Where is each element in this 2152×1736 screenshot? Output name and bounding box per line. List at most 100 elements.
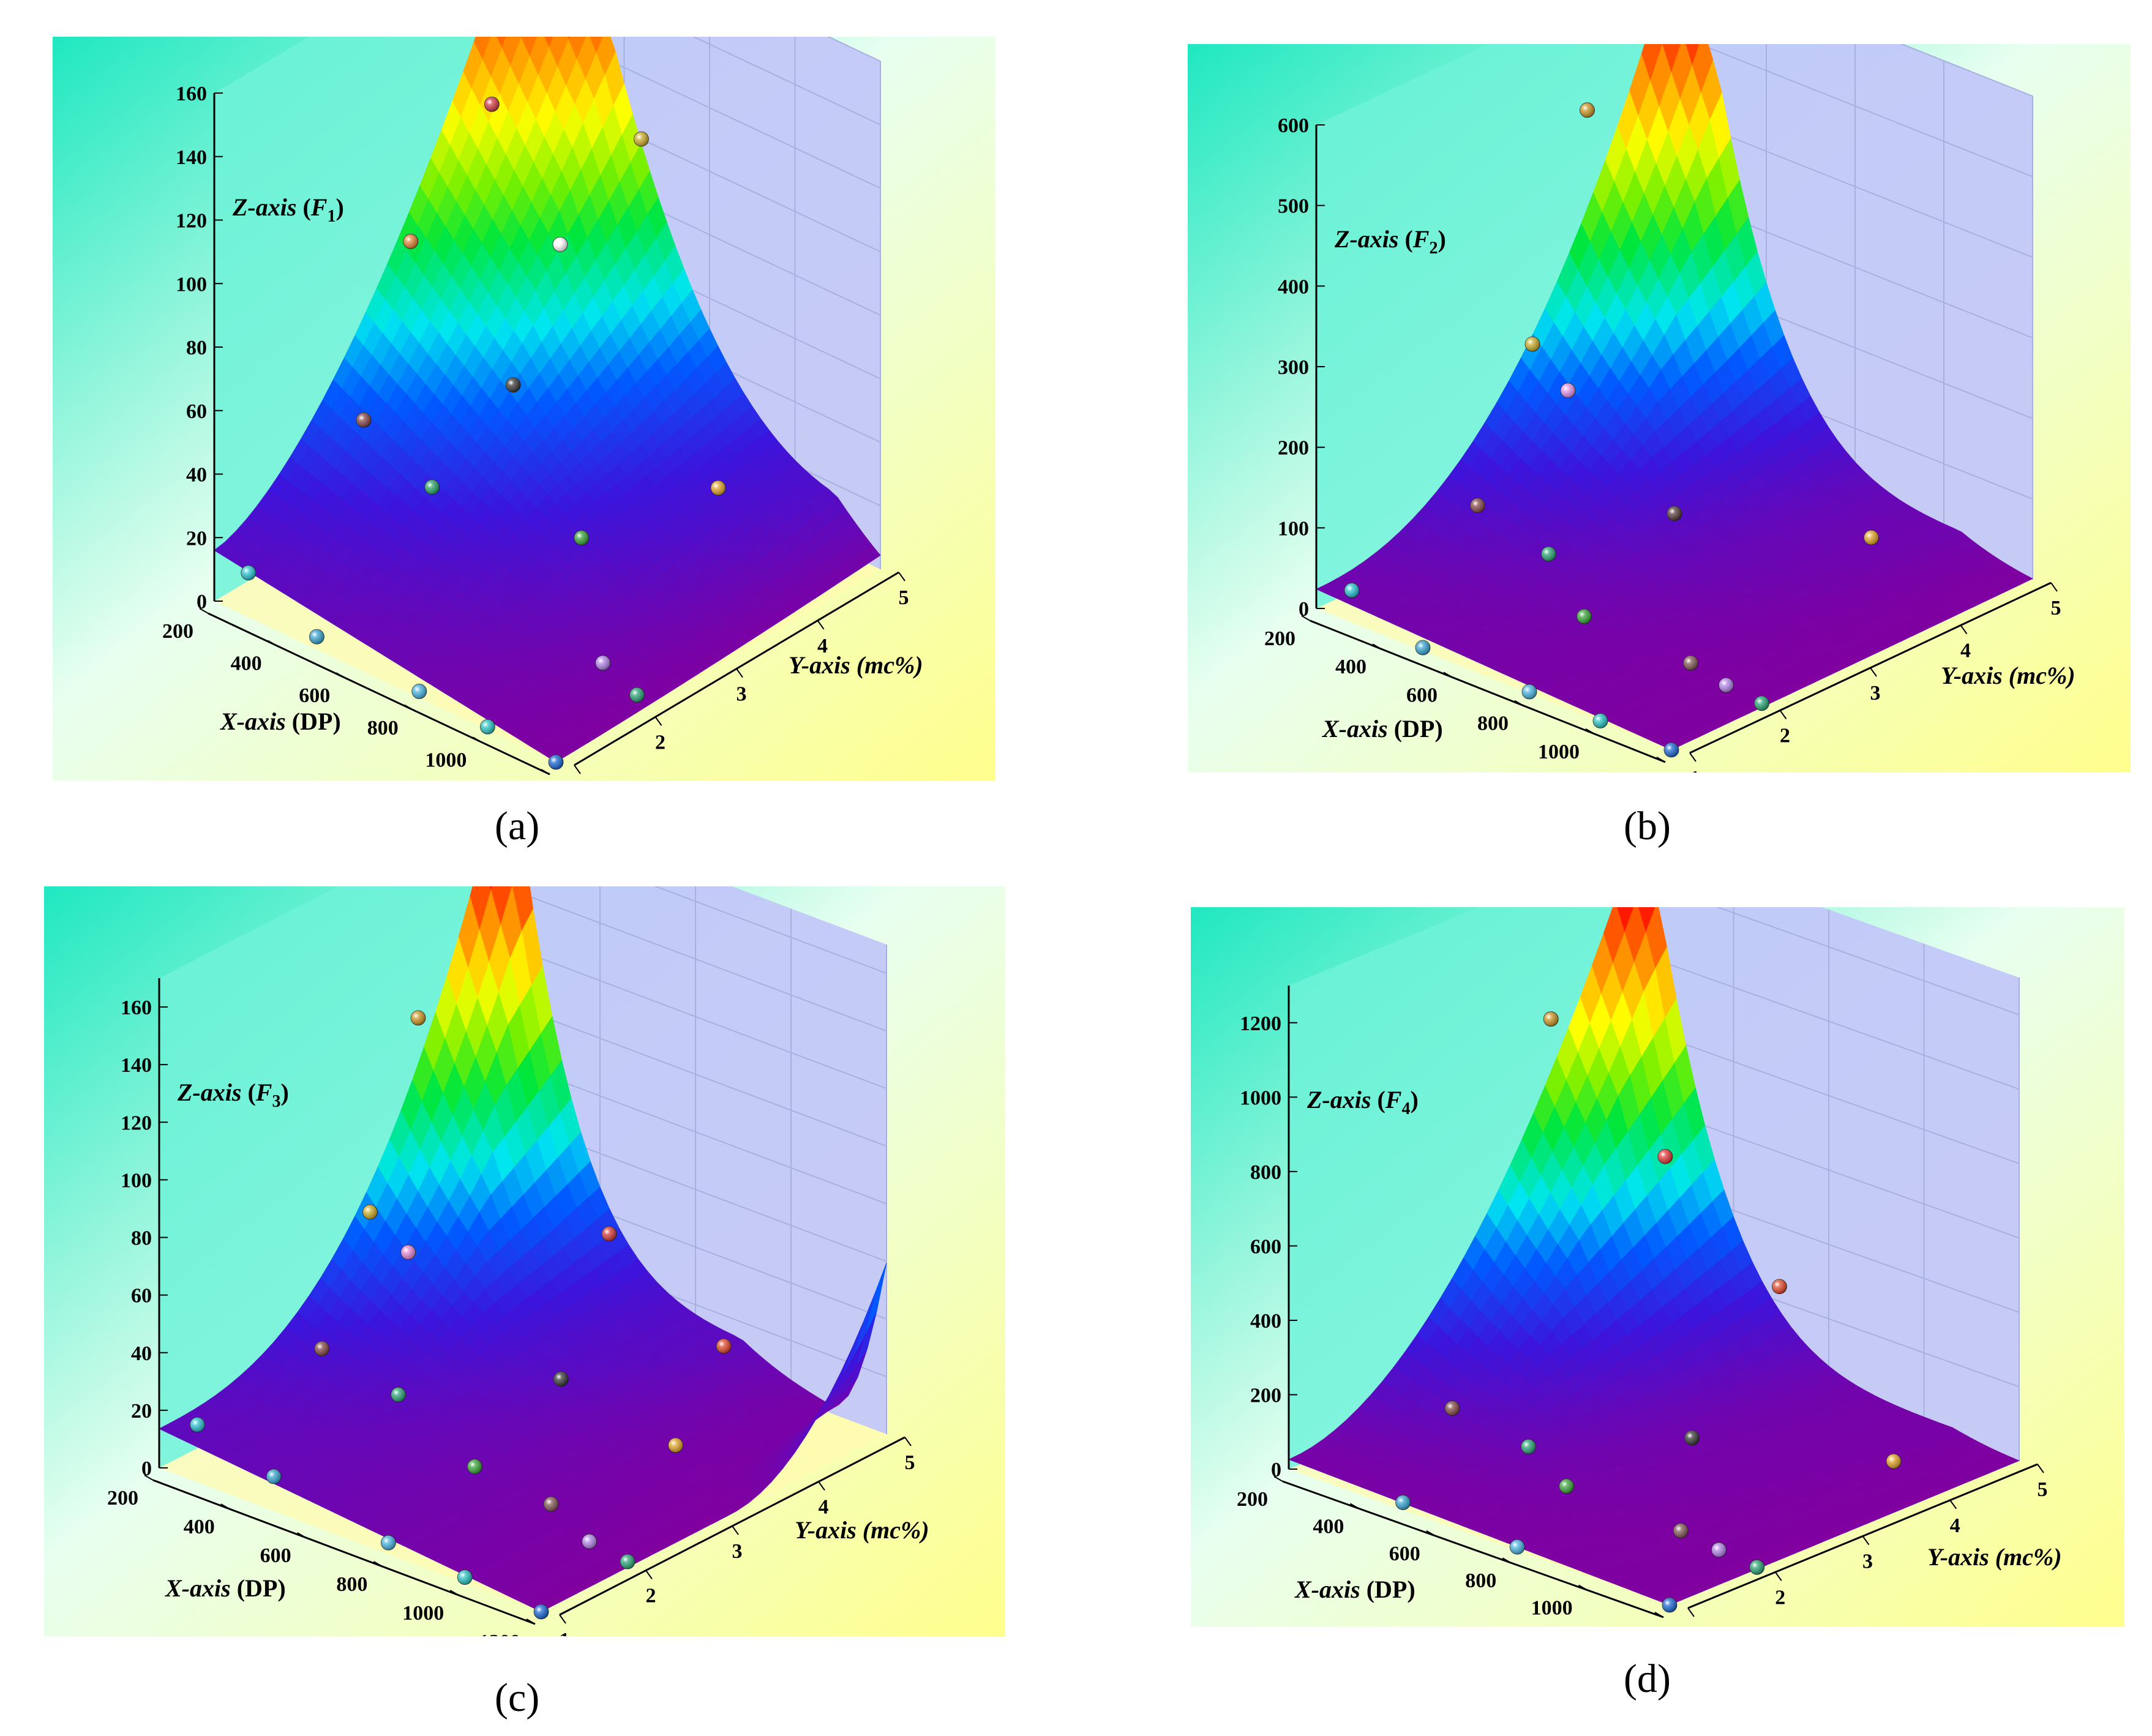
data-point-highlight <box>411 1010 426 1025</box>
y-tick-label: 5 <box>2051 597 2061 619</box>
y-axis-space <box>857 1516 863 1544</box>
data-point-highlight <box>668 1437 683 1453</box>
x-tick-mark <box>1585 728 1595 735</box>
z-axis-sub: 3 <box>272 1092 280 1111</box>
x-tick-mark <box>144 1475 154 1481</box>
x-tick-mark <box>1443 672 1453 678</box>
z-axis-open-paren: ( <box>296 193 310 221</box>
data-point-highlight <box>266 1469 282 1484</box>
x-axis-unit: (DP) <box>237 1574 286 1602</box>
data-point-highlight <box>1667 506 1682 521</box>
surface <box>1288 907 2020 1606</box>
caption-a: (a) <box>495 804 540 848</box>
grid-line <box>1698 44 2033 178</box>
y-tick-label: 4 <box>819 1496 829 1519</box>
y-axis-label: Y-axis (mc%) <box>795 1516 929 1544</box>
grid-line <box>504 944 887 1090</box>
x-tick-label: 400 <box>184 1516 215 1538</box>
x-axis-space <box>231 1574 237 1602</box>
x-axis-line <box>1310 619 1666 763</box>
x-tick-label: 600 <box>260 1544 291 1567</box>
x-axis-line <box>152 1479 536 1625</box>
y-tick-mark <box>645 1570 653 1580</box>
z-axis-label: Z-axis (F3) <box>177 1079 289 1111</box>
data-point-highlight <box>1864 530 1879 545</box>
z-axis-name: Z-axis <box>232 193 296 221</box>
grid-line <box>1638 952 2020 1090</box>
data-point-highlight <box>1415 640 1430 656</box>
z-tick-label: 20 <box>131 1400 152 1423</box>
y-axis-unit: (mc%) <box>863 1516 929 1544</box>
z-tick-label: 300 <box>1278 356 1309 379</box>
y-tick-label: 4 <box>817 635 828 657</box>
z-axis-label: Z-axis (F2) <box>1334 225 1446 258</box>
y-axis-name: Y-axis <box>789 651 850 679</box>
z-tick-label: 0 <box>141 1457 152 1480</box>
y-tick-mark <box>898 572 905 582</box>
y-tick-label: 1 <box>560 1629 570 1636</box>
z-tick-label: 200 <box>1278 437 1309 460</box>
y-tick-mark <box>654 716 662 726</box>
x-tick-label: 800 <box>1477 713 1509 735</box>
x-tick-label: 800 <box>367 717 399 739</box>
z-tick-label: 0 <box>197 591 207 613</box>
surface <box>159 886 887 1612</box>
caption-b: (b) <box>1624 804 1671 848</box>
x-tick-label: 1000 <box>402 1602 444 1625</box>
x-tick-label: 600 <box>1406 684 1438 706</box>
x-tick-mark <box>220 1503 230 1510</box>
y-tick-mark <box>1779 709 1787 720</box>
data-point-highlight <box>1719 678 1734 693</box>
x-tick-label: 200 <box>162 620 193 643</box>
data-point-highlight <box>1683 655 1698 670</box>
grid-line <box>653 886 887 974</box>
x-tick-label: 400 <box>231 653 262 675</box>
grid-line <box>1638 1027 2020 1164</box>
x-tick-label: 800 <box>336 1573 367 1596</box>
x-axis-name: X-axis <box>1321 715 1388 743</box>
z-axis-sub: 1 <box>327 207 336 226</box>
x-axis-label: X-axis (DP) <box>164 1574 286 1602</box>
x-tick-mark <box>449 1590 459 1596</box>
x-axis-unit: (DP) <box>292 708 341 735</box>
y-axis-name: Y-axis <box>1941 662 2003 689</box>
x-tick-mark <box>297 1532 307 1538</box>
y-tick-label: 5 <box>899 586 909 609</box>
y-tick-mark <box>732 1525 739 1535</box>
data-point-highlight <box>391 1387 406 1402</box>
x-tick-label: 600 <box>299 684 330 707</box>
z-axis-close-paren: ) <box>280 1079 288 1106</box>
y-tick-mark <box>1689 752 1696 762</box>
data-point-highlight <box>549 755 563 769</box>
z-tick-label: 80 <box>131 1227 152 1250</box>
x-axis-name: X-axis <box>219 708 286 735</box>
data-point-highlight <box>1522 684 1537 699</box>
grid-line <box>692 37 881 125</box>
chart-b-svg: 0100200300400500600200400600800100012001… <box>1188 44 2131 773</box>
y-tick-label: 2 <box>655 731 665 754</box>
x-tick-label: 1200 <box>1609 769 1651 773</box>
data-point-highlight <box>241 565 256 580</box>
x-tick-mark <box>1514 700 1524 706</box>
data-point-highlight <box>1580 102 1595 118</box>
y-tick-mark <box>559 1614 566 1624</box>
x-tick-mark <box>336 672 345 679</box>
x-axis-name: X-axis <box>164 1574 231 1602</box>
y-tick-label: 3 <box>737 683 747 706</box>
x-tick-label: 1000 <box>425 749 467 771</box>
x-axis-label: X-axis (DP) <box>1321 715 1443 743</box>
data-point-highlight <box>424 479 440 495</box>
data-point-highlight <box>309 629 324 645</box>
data-point-highlight <box>1344 583 1359 598</box>
y-axis-unit: (mc%) <box>2009 662 2075 689</box>
z-tick-label: 60 <box>186 400 207 423</box>
y-axis-unit: (mc%) <box>857 651 923 679</box>
z-tick-label: 80 <box>186 337 207 359</box>
y-tick-mark <box>817 620 825 630</box>
data-point-highlight <box>629 687 645 703</box>
z-tick-label: 400 <box>1278 275 1309 298</box>
z-tick-label: 600 <box>1278 114 1309 137</box>
data-point-highlight <box>1664 743 1679 757</box>
x-axis-unit: (DP) <box>1394 715 1443 743</box>
y-tick-label: 2 <box>646 1585 656 1607</box>
